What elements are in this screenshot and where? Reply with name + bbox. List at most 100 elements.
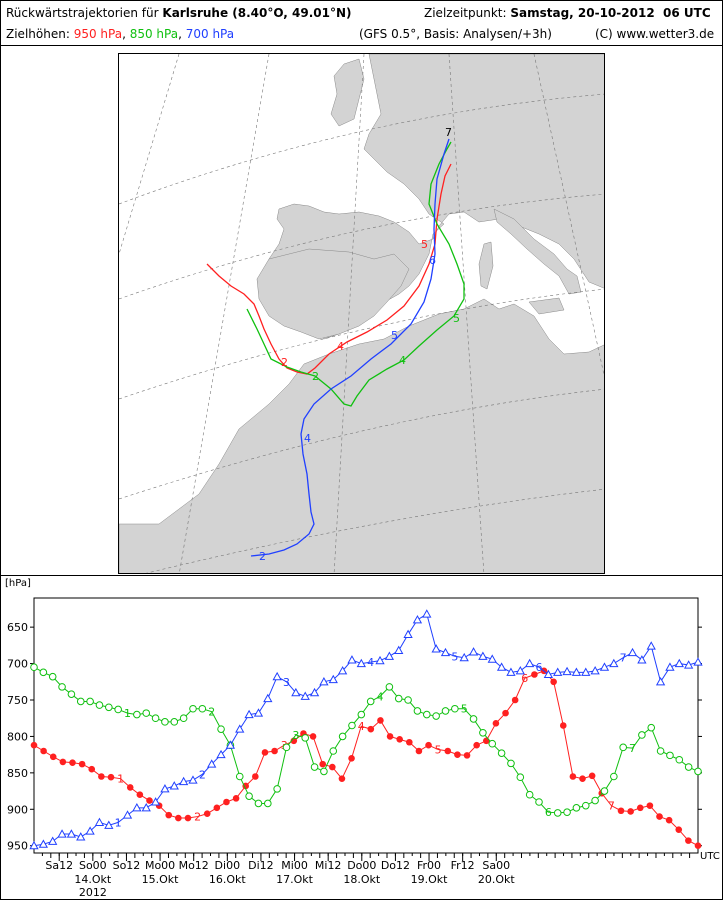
series-point	[535, 798, 543, 806]
series-point	[151, 714, 160, 723]
series-point	[39, 668, 48, 677]
end-label: 7	[445, 126, 452, 139]
series-step-label: 4	[377, 690, 384, 703]
series-point	[114, 705, 122, 714]
x-tick-label: So00	[79, 859, 107, 872]
series-point	[386, 733, 394, 740]
map-step-labels: 2 4 5 2 4 5 2 4 5 6 7	[259, 126, 460, 563]
level-850: 850 hPa	[129, 27, 179, 41]
series-point	[198, 704, 207, 713]
x-date-label: 20.Okt	[478, 873, 516, 886]
series-point	[459, 652, 469, 662]
series-point	[88, 765, 96, 773]
series-point	[440, 647, 451, 657]
series-point	[107, 773, 115, 781]
series-point	[562, 666, 572, 676]
y-tick-label: 900	[7, 803, 28, 816]
series-point	[627, 647, 638, 657]
y-tick-label: 800	[7, 730, 28, 743]
series-point	[599, 662, 610, 671]
series-point	[235, 772, 244, 781]
series-point	[178, 776, 189, 786]
series-point	[179, 714, 188, 723]
series-point	[310, 763, 319, 771]
x-date-label: 17.Okt	[276, 873, 314, 886]
title-line: Rückwärtstrajektorien für Karlsruhe (8.4…	[6, 6, 352, 20]
series-point	[413, 707, 422, 715]
series-point	[506, 667, 516, 676]
x-tick-label: Do12	[381, 859, 410, 872]
x-tick-label: Mo00	[145, 859, 175, 872]
series-point	[309, 733, 317, 740]
series-point	[422, 710, 431, 719]
series-point	[320, 767, 328, 776]
series-point	[479, 728, 487, 737]
series-point	[348, 721, 356, 730]
series-point	[619, 743, 627, 752]
series-point	[646, 802, 654, 809]
series-point	[656, 813, 663, 820]
series-point	[59, 758, 67, 766]
series-point	[525, 658, 535, 668]
series-point	[473, 741, 480, 749]
series-step-label: 2	[199, 768, 206, 781]
series-point	[665, 662, 675, 671]
series-point	[309, 687, 320, 697]
series-point	[675, 755, 684, 764]
series-step-label: 5	[461, 703, 468, 716]
x-tick-label: Sa12	[45, 859, 73, 872]
y-tick-label: 750	[7, 694, 28, 707]
series-point	[487, 654, 497, 663]
y-tick-label: 650	[7, 621, 28, 634]
series-point	[291, 687, 301, 697]
y-axis-label: [hPa]	[5, 578, 31, 589]
series-point	[85, 826, 95, 835]
header: Rückwärtstrajektorien für Karlsruhe (8.4…	[0, 0, 723, 46]
series-point	[165, 811, 173, 819]
series-point	[415, 747, 423, 755]
series-point	[683, 660, 694, 669]
plot-area	[33, 597, 699, 854]
series-point	[525, 790, 534, 799]
series-point	[468, 647, 479, 656]
series-point	[637, 655, 647, 664]
series-point	[38, 839, 49, 848]
series-point	[531, 671, 538, 678]
series-point	[550, 678, 557, 686]
trajectory-700	[250, 138, 450, 557]
svg-text:4: 4	[399, 354, 406, 367]
series-point	[328, 674, 338, 684]
series-point	[656, 747, 665, 755]
model-info: (GFS 0.5°, Basis: Analysen/+3h)	[359, 27, 552, 41]
series-point	[684, 763, 693, 771]
series-step-label: 1	[124, 707, 131, 720]
svg-text:5: 5	[421, 238, 428, 251]
series-point	[319, 760, 326, 768]
series-point	[264, 799, 272, 808]
series-point	[694, 767, 702, 776]
series-point	[58, 683, 66, 691]
series-point	[553, 667, 563, 676]
series-point	[30, 663, 38, 672]
x-tick-label: Mi12	[315, 859, 342, 872]
x-tick-label: Do00	[347, 859, 376, 872]
series-point	[675, 826, 683, 833]
series-point	[492, 720, 500, 727]
series-point	[213, 804, 221, 812]
x-tick-label: Di12	[248, 859, 274, 872]
series-point	[496, 662, 507, 671]
series-point	[396, 736, 403, 743]
series-step-label: 5	[451, 650, 458, 663]
series-step-label: 1	[115, 816, 122, 829]
series-point	[384, 651, 395, 660]
series-point	[245, 792, 253, 800]
series-point	[263, 693, 273, 703]
series-step-label: 6	[536, 661, 543, 674]
series-point	[170, 718, 179, 726]
x-tick-label: Mi00	[281, 859, 308, 872]
series-point	[666, 751, 674, 760]
series-point	[367, 725, 375, 733]
series-point	[347, 655, 357, 664]
series-point	[636, 804, 644, 812]
series-point	[591, 796, 599, 805]
